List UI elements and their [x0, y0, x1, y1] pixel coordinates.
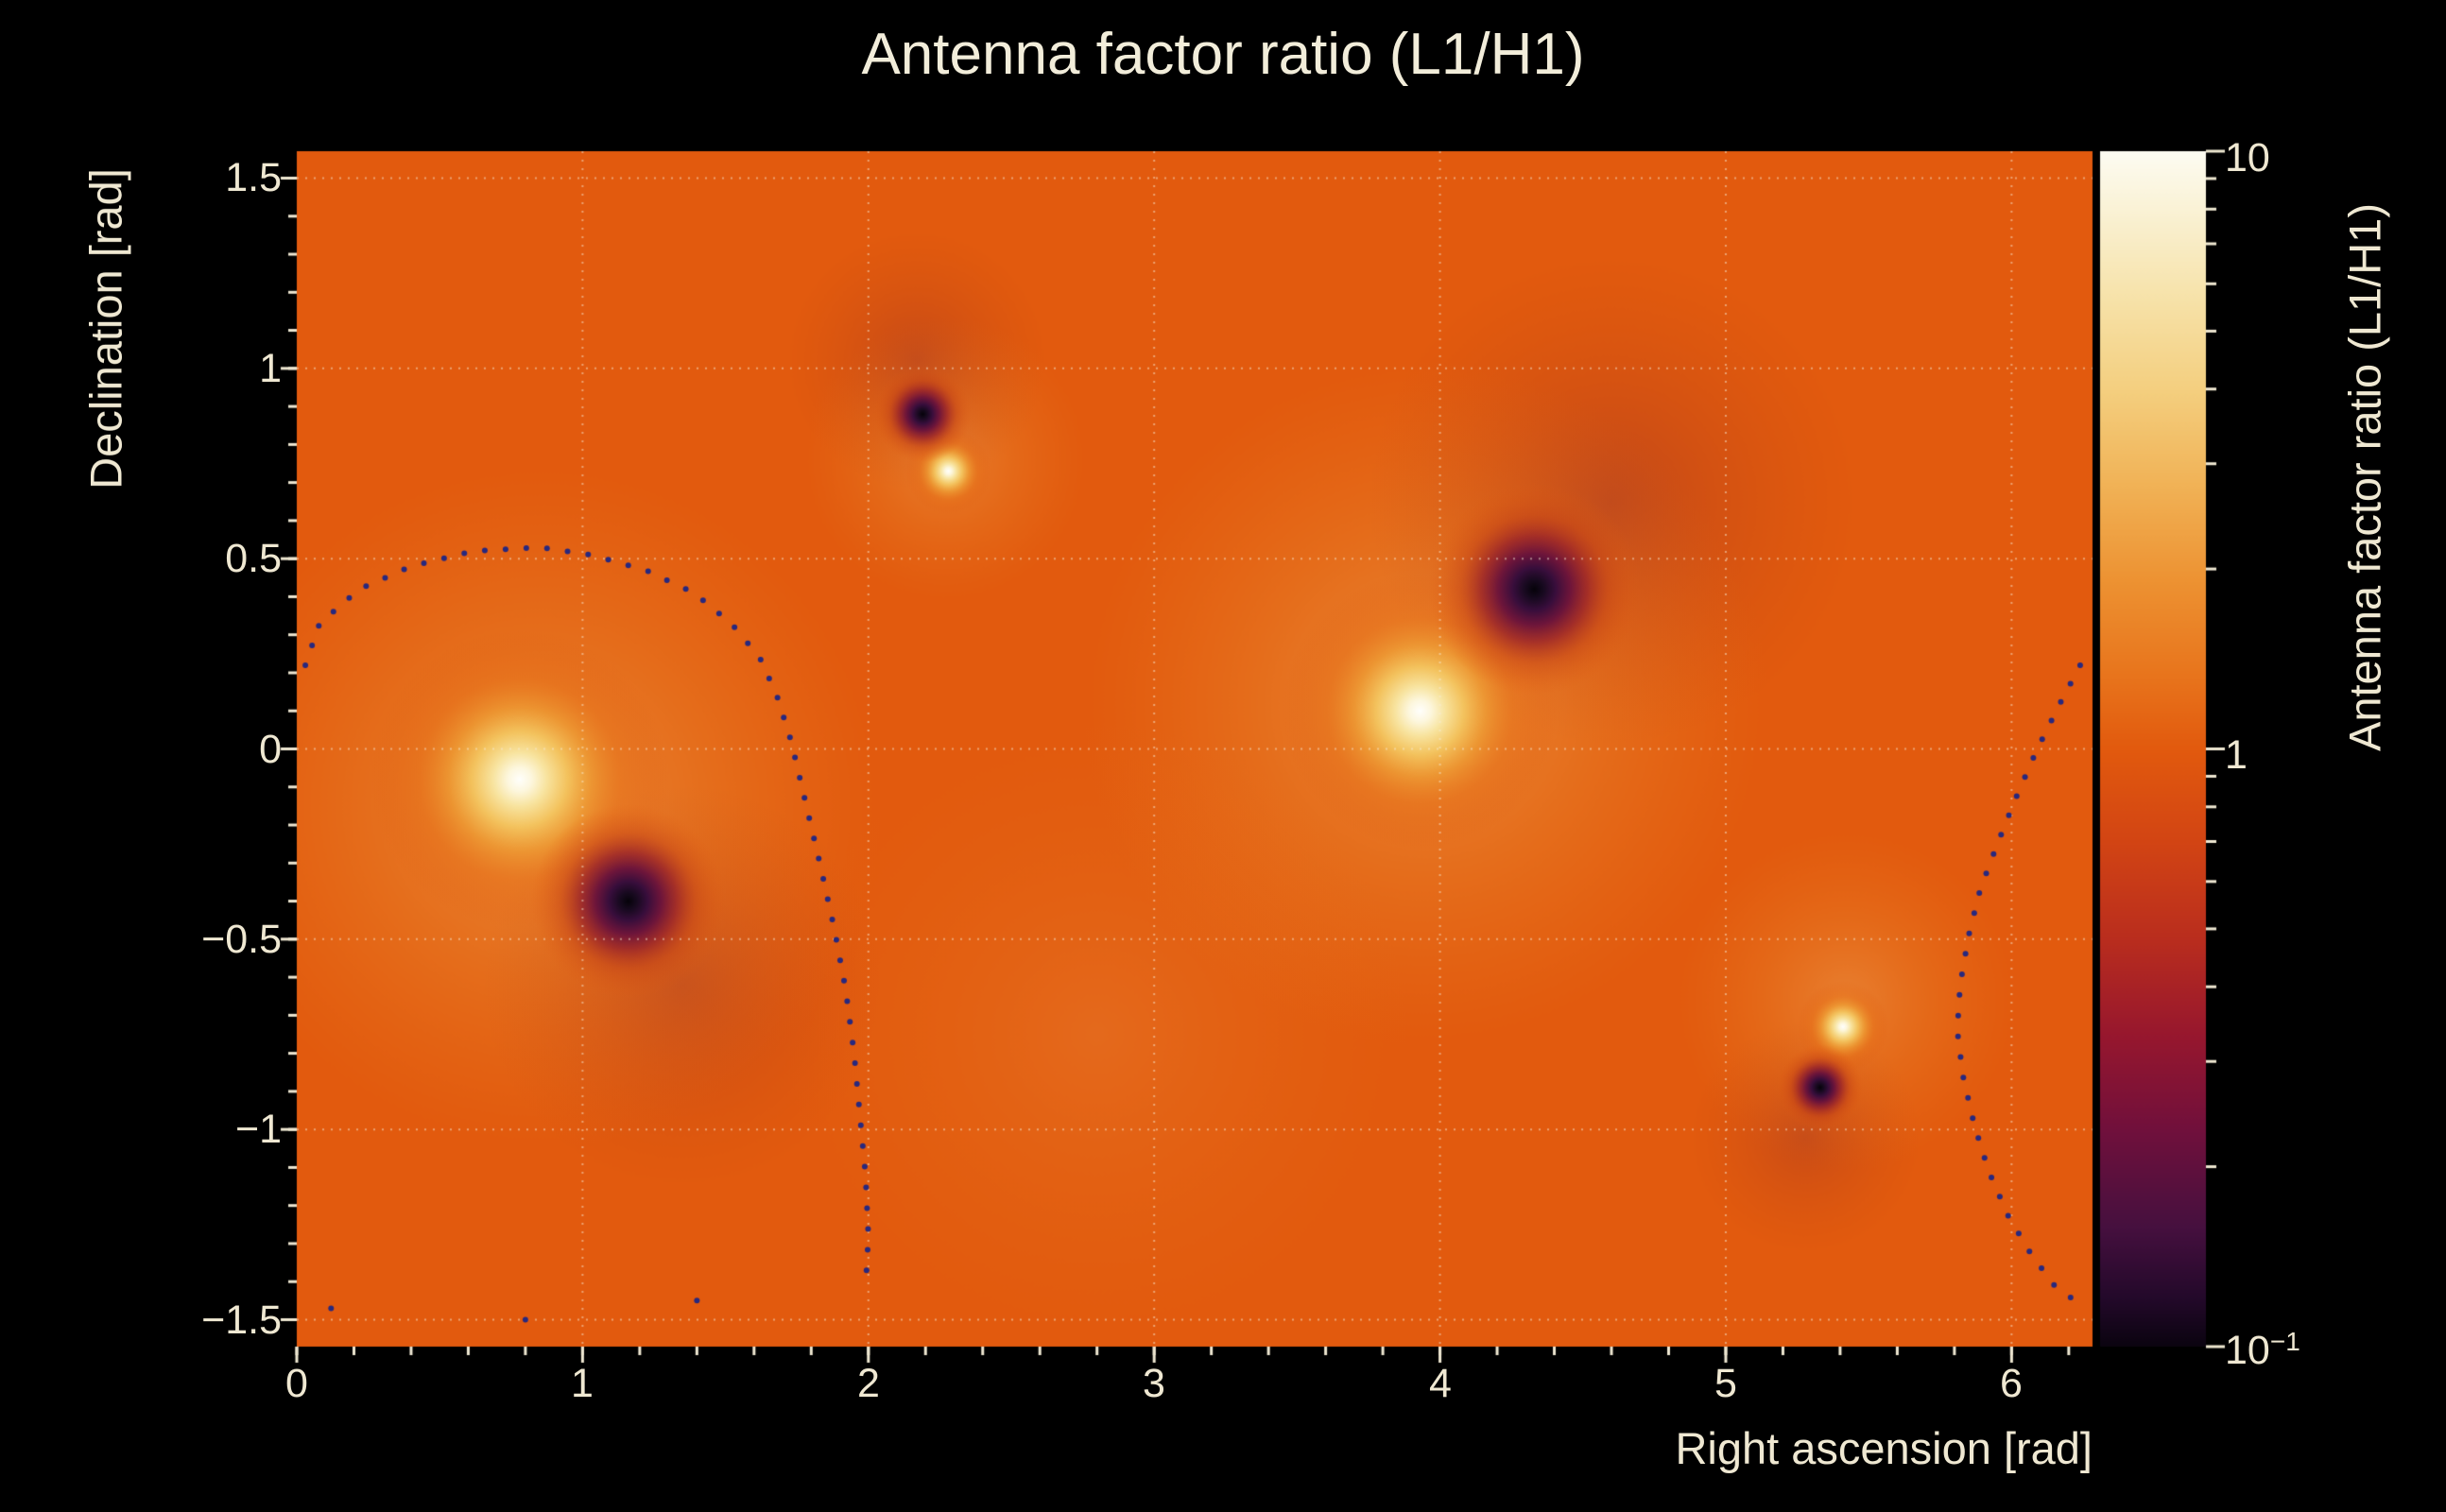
colorbar-tick-base: 1 [2225, 732, 2248, 778]
y-axis-title: Declination [rad] [80, 168, 131, 490]
colorbar-tick-exp: −1 [2269, 1327, 2300, 1356]
x-tick-label-0: 0 [285, 1361, 308, 1406]
colorbar-title: Antenna factor ratio (L1/H1) [2339, 203, 2390, 751]
y-tick-label-6: −1.5 [201, 1297, 282, 1343]
colorbar-tick-label-1: 1 [2225, 724, 2248, 778]
y-tick-label-0: 1.5 [225, 155, 282, 200]
chart-title: Antenna factor ratio (L1/H1) [861, 22, 1585, 87]
x-tick-label-1: 1 [571, 1361, 594, 1406]
y-tick-label-3: 0 [259, 727, 282, 772]
x-axis-title: Right ascension [rad] [1675, 1423, 2093, 1473]
colorbar-tick-label-0p1: 10−1 [2225, 1319, 2300, 1373]
x-tick-label-4: 4 [1429, 1361, 1452, 1406]
x-tick-label-2: 2 [857, 1361, 880, 1406]
colorbar-tick-label-10: 10 [2225, 127, 2270, 180]
colorbar-tick-base: 10 [2225, 1328, 2270, 1373]
x-tick-label-3: 3 [1143, 1361, 1165, 1406]
y-tick-label-1: 1 [259, 346, 282, 391]
y-tick-label-5: −1 [234, 1107, 282, 1152]
y-tick-label-4: −0.5 [201, 917, 282, 962]
colorbar-tick-base: 10 [2225, 135, 2270, 180]
x-tick-label-6: 6 [2000, 1361, 2023, 1406]
x-tick-label-5: 5 [1714, 1361, 1737, 1406]
y-tick-label-2: 0.5 [225, 536, 282, 581]
